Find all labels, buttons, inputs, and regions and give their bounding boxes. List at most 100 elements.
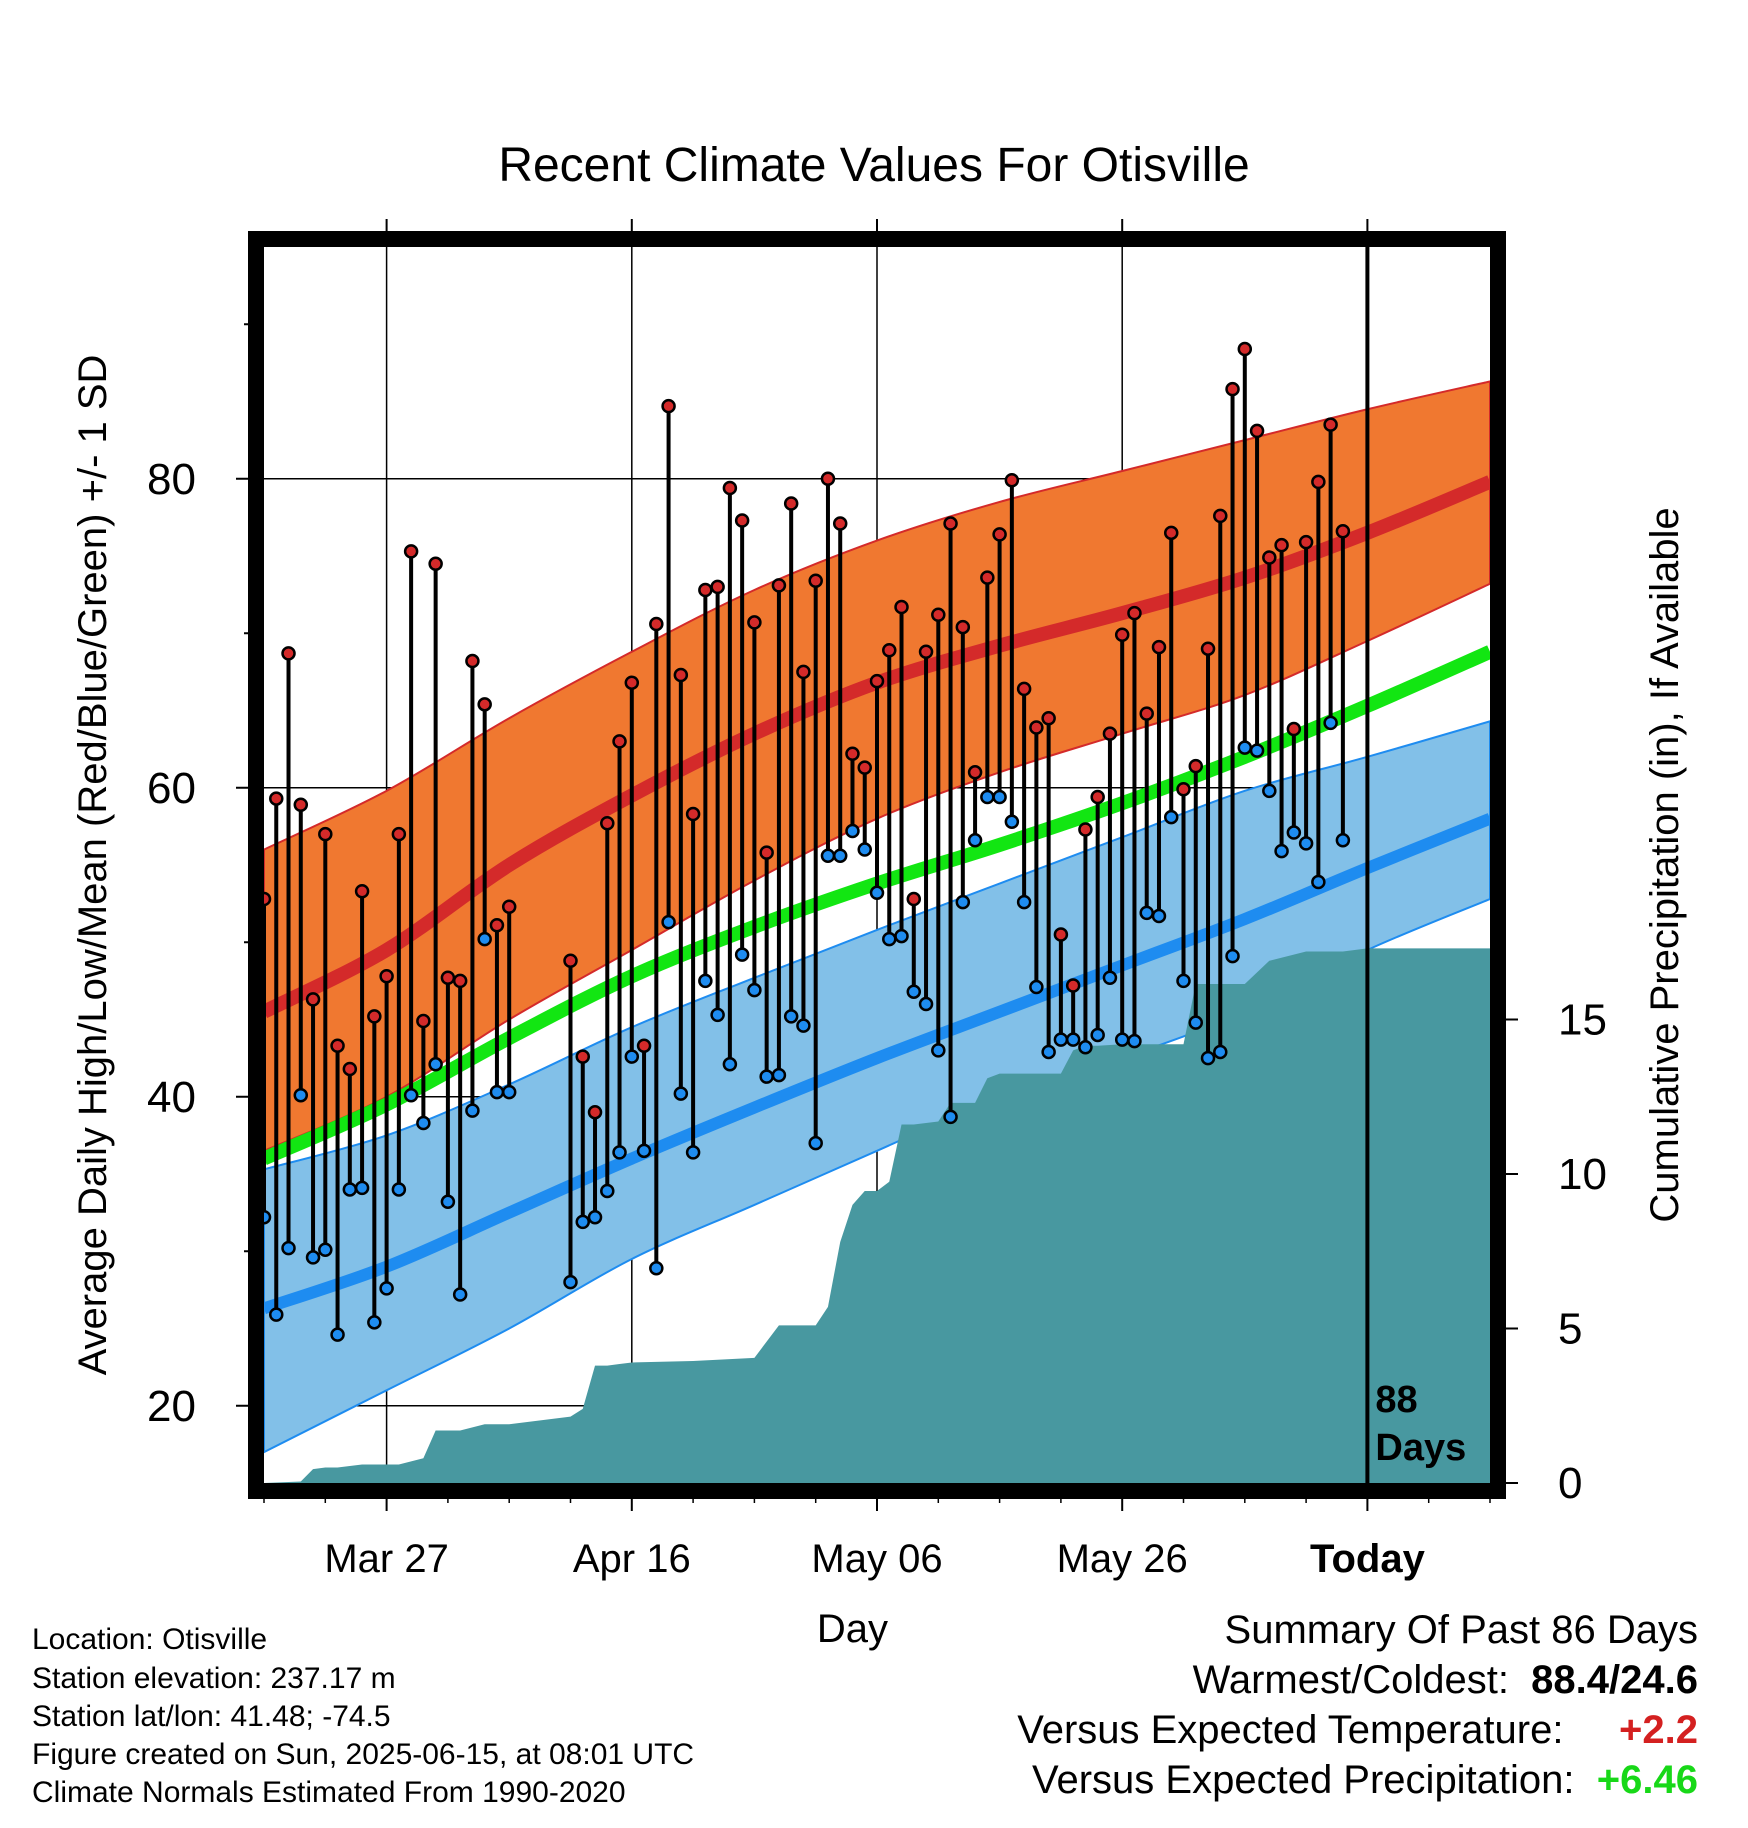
daily-high-point [820, 471, 836, 486]
daily-high-point [1163, 525, 1179, 541]
daily-low-point [281, 1240, 296, 1256]
daily-low-point [489, 1084, 505, 1100]
daily-low-point [808, 1135, 823, 1151]
daily-low-point [918, 996, 934, 1012]
daily-high-point [698, 582, 713, 598]
daily-high-point [1016, 681, 1032, 697]
daily-high-point [1139, 706, 1154, 721]
daily-high-point [906, 891, 922, 907]
daily-high-point [747, 615, 762, 630]
normals-label: Climate Normals Estimated From 1990-2020 [32, 1776, 626, 1809]
daily-low-point [612, 1145, 627, 1160]
daily-low-point [673, 1086, 689, 1101]
x-tick-label: May 06 [811, 1537, 942, 1581]
daily-low-point [1139, 905, 1154, 921]
daily-high-point [1004, 473, 1020, 488]
daily-high-point [918, 644, 934, 660]
daily-high-point [416, 1013, 431, 1029]
daily-low-point [264, 1210, 272, 1225]
daily-low-point [685, 1145, 701, 1160]
daily-high-point [1176, 782, 1191, 797]
x-axis-label: Day [817, 1607, 888, 1651]
daily-low-point [980, 789, 995, 805]
daily-low-point [1188, 1015, 1204, 1030]
daily-low-point [649, 1260, 664, 1276]
daily-low-point [600, 1183, 615, 1199]
daily-high-point [992, 527, 1007, 542]
daily-low-point [661, 914, 676, 930]
daily-low-point [1200, 1050, 1216, 1066]
y-tick-label: 20 [147, 1382, 196, 1431]
summary-heading: Summary Of Past 86 Days [1224, 1608, 1698, 1652]
daily-low-point [379, 1281, 394, 1296]
daily-high-point [269, 791, 284, 806]
daily-low-point [955, 894, 971, 910]
daily-low-point [698, 973, 713, 989]
latlon-label: Station lat/lon: 41.48; -74.5 [32, 1700, 391, 1733]
daily-high-point [264, 891, 272, 907]
daily-low-point [1065, 1032, 1081, 1047]
daily-high-point [1262, 550, 1277, 565]
daily-low-point [575, 1214, 591, 1230]
daily-high-point [1298, 534, 1314, 550]
daily-high-point [330, 1038, 345, 1054]
daily-high-point [281, 646, 296, 661]
daily-high-point [293, 797, 309, 812]
daily-low-point [403, 1087, 419, 1103]
temp-value: +2.2 [1619, 1708, 1698, 1752]
daily-high-point [1323, 417, 1338, 432]
daily-low-point [845, 823, 860, 839]
summary-temp: Versus Expected Temperature: +2.2 [1017, 1708, 1698, 1753]
daily-low-point [783, 1009, 799, 1024]
daily-low-point [1102, 970, 1118, 986]
daily-high-point [759, 845, 774, 860]
y2-axis-label: Cumulative Precipitation (in), If Availa… [1643, 507, 1687, 1222]
x-tick-label: Today [1310, 1537, 1426, 1581]
daily-low-point [1029, 979, 1044, 995]
daily-low-point [820, 848, 836, 863]
daily-low-point [342, 1182, 358, 1197]
daily-high-point [722, 480, 738, 496]
daily-low-point [747, 982, 762, 998]
warmest-coldest-label: Warmest/Coldest: [1192, 1658, 1509, 1702]
daily-high-point [305, 992, 321, 1007]
y-tick-label: 60 [147, 764, 196, 813]
daily-high-point [1041, 710, 1056, 726]
y2-tick-label: 10 [1558, 1150, 1607, 1199]
daily-low-point [882, 931, 897, 947]
daily-low-point [1090, 1027, 1105, 1043]
daily-high-point [1102, 726, 1118, 741]
y-tick-label: 80 [147, 455, 196, 504]
daily-low-point [1114, 1032, 1130, 1047]
daily-high-point [428, 556, 443, 571]
daily-low-point [477, 931, 492, 947]
daily-low-point [1004, 814, 1020, 829]
chart-title: Recent Climate Values For Otisville [498, 139, 1250, 192]
daily-low-point [710, 1007, 725, 1023]
precip-area [264, 948, 1490, 1483]
daily-high-point [967, 765, 983, 780]
daily-high-point [1335, 524, 1351, 539]
daily-low-point [636, 1143, 652, 1159]
daily-high-point [661, 398, 676, 414]
daily-low-point [992, 789, 1007, 805]
daily-low-point [1213, 1044, 1228, 1060]
daily-low-point [367, 1315, 382, 1330]
daily-low-point [330, 1327, 345, 1342]
daily-low-point [563, 1274, 578, 1290]
daily-high-point [796, 664, 811, 680]
daily-low-point [428, 1057, 443, 1072]
daily-high-point [783, 496, 799, 511]
daily-low-point [354, 1180, 370, 1196]
plot-area: 88 Days [264, 247, 1490, 1483]
daily-low-point [1262, 783, 1277, 799]
daily-low-point [1151, 908, 1167, 924]
daily-high-point [501, 899, 517, 914]
daily-high-point [379, 968, 394, 984]
summary-warmest-coldest: Warmest/Coldest: 88.4/24.6 [1193, 1658, 1698, 1703]
precip-value: +6.46 [1596, 1758, 1698, 1802]
daily-low-point [722, 1057, 738, 1072]
daily-high-point [600, 816, 615, 831]
daily-low-point [318, 1242, 333, 1257]
